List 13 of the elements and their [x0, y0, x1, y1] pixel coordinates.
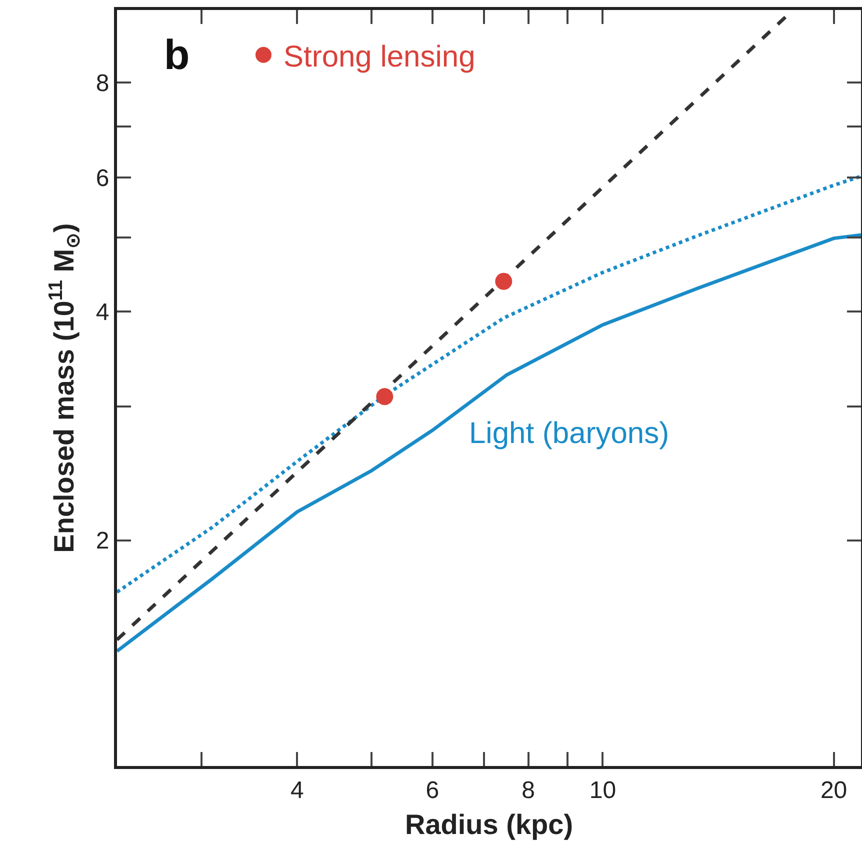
x-tick-label: 10 — [589, 776, 616, 804]
series-label: Light (baryons) — [469, 417, 670, 450]
x-tick-label: 6 — [426, 776, 440, 804]
x-tick-label: 8 — [522, 776, 535, 804]
annotation: b — [164, 31, 190, 78]
y-tick-label: 8 — [96, 70, 110, 97]
y-tick-label: 6 — [96, 164, 110, 192]
x-axis-title: Radius (kpc) — [404, 808, 574, 840]
y-tick-label: 2 — [96, 528, 110, 555]
legend-label: Strong lensing — [283, 40, 476, 74]
x-tick-label: 20 — [820, 776, 848, 804]
y-tick-label: 4 — [96, 298, 110, 326]
x-tick-label: 4 — [290, 776, 304, 804]
